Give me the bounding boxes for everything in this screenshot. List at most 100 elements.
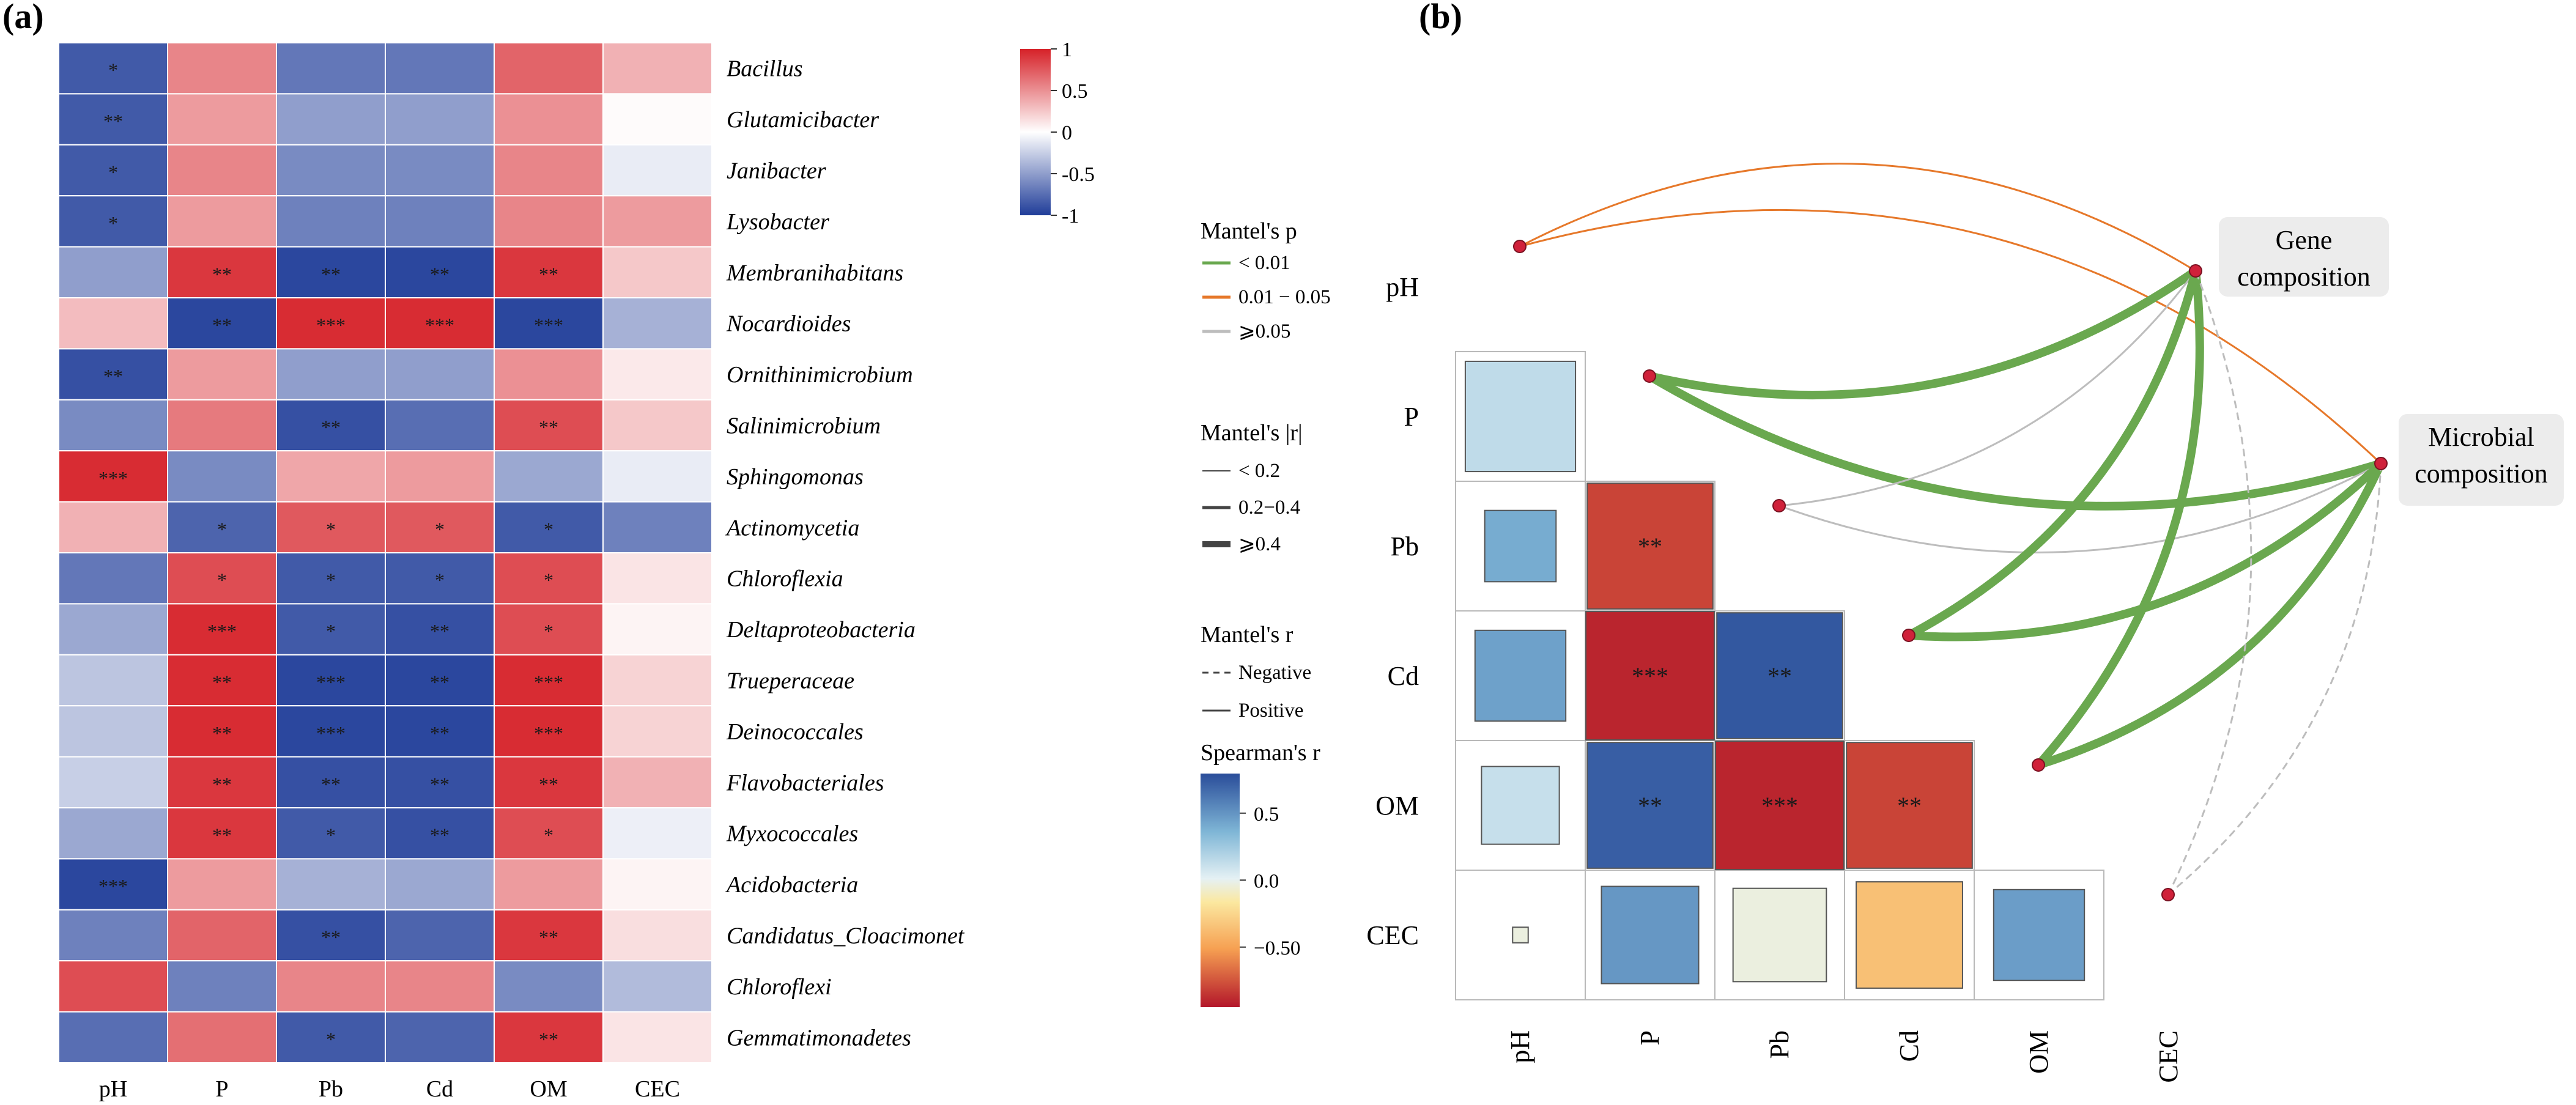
heatmap-cell <box>494 42 604 95</box>
heatmap-cell <box>494 93 604 146</box>
significance-mark: * <box>217 569 227 591</box>
significance-mark: ** <box>539 773 558 795</box>
significance-mark: ** <box>212 671 232 693</box>
significance-mark: ** <box>1638 533 1662 560</box>
heatmap-cell <box>276 399 386 452</box>
colorbar-a <box>1020 49 1051 215</box>
row-label: Lysobacter <box>726 209 829 235</box>
heatmap-cell <box>385 399 495 452</box>
heatmap-cell <box>276 552 386 605</box>
heatmap-cell <box>602 1011 712 1063</box>
heatmap-cell <box>494 195 604 248</box>
variable-node <box>1772 499 1786 512</box>
heatmap-cell <box>602 960 712 1013</box>
mantel-link <box>1778 462 2382 553</box>
heatmap-cell <box>602 348 712 401</box>
panel-b-label: (b) <box>1419 0 1462 36</box>
heatmap-a: * Bacillus** Glutamicibacter* Janibacter* Ly… <box>58 42 965 1102</box>
heatmap-cell <box>167 654 277 707</box>
bottom-axis-label: CEC <box>2153 1030 2183 1083</box>
heatmap-cell <box>58 552 168 605</box>
mantel-targets: Gene composition Microbial composition <box>2219 217 2564 506</box>
mantel-link <box>1904 267 2200 640</box>
spearman-colorbar <box>1201 774 1240 1007</box>
significance-mark: *** <box>534 722 563 744</box>
heatmap-cell <box>58 144 168 197</box>
correlation-square <box>1601 885 1700 985</box>
correlation-square <box>1715 741 1845 870</box>
heatmap-cell <box>167 348 277 401</box>
heatmap-cell <box>602 93 712 146</box>
legend-b: Mantel's p < 0.01 0.01 − 0.05 ⩾0.05 Mantel's… <box>1201 218 1331 959</box>
mantel-link <box>2167 462 2382 896</box>
heatmap-cell <box>494 144 604 197</box>
significance-mark: *** <box>316 671 346 693</box>
row-label: Salinimicrobium <box>727 413 881 439</box>
heatmap-cell <box>167 960 277 1013</box>
row-label: Chloroflexia <box>727 566 843 592</box>
heatmap-cell <box>602 807 712 860</box>
heatmap-cell <box>385 756 495 808</box>
grid-cell <box>1974 870 2104 1000</box>
bottom-axis-label: OM <box>2024 1030 2054 1074</box>
diagonal-label: OM <box>1375 791 1419 821</box>
target-label: Microbial <box>2428 422 2534 452</box>
significance-mark: *** <box>316 314 346 336</box>
correlation-square <box>1464 360 1577 473</box>
heatmap-cell <box>494 348 604 401</box>
significance-mark: ** <box>212 263 232 285</box>
legend-rabs-item: 0.2−0.4 <box>1238 497 1300 519</box>
heatmap-cell <box>385 1011 495 1063</box>
heatmap-cell <box>385 93 495 146</box>
column-label: Cd <box>426 1076 453 1102</box>
significance-mark: *** <box>425 314 454 336</box>
heatmap-cell <box>385 858 495 911</box>
target-label: composition <box>2415 459 2548 489</box>
significance-mark: * <box>108 161 118 183</box>
row-label: Chloroflexi <box>727 974 832 1000</box>
heatmap-cell <box>602 42 712 95</box>
significance-mark: ** <box>103 110 123 132</box>
significance-mark: *** <box>1632 662 1668 690</box>
column-label: Pb <box>319 1076 343 1102</box>
significance-mark: *** <box>316 722 346 744</box>
row-label: Bacillus <box>727 56 803 82</box>
heatmap-cell <box>602 552 712 605</box>
significance-mark: *** <box>207 620 237 642</box>
heatmap-cell <box>276 297 386 350</box>
diagonal-label: Pb <box>1391 531 1419 561</box>
heatmap-cell <box>385 144 495 197</box>
bottom-axis-label: pH <box>1505 1030 1535 1063</box>
legend-p-item: < 0.01 <box>1238 252 1290 274</box>
heatmap-cell <box>58 756 168 808</box>
heatmap-cell <box>58 246 168 299</box>
heatmap-cell <box>58 399 168 452</box>
significance-mark: *** <box>1761 792 1798 819</box>
row-label: Myxococcales <box>726 821 858 847</box>
heatmap-cell <box>494 603 604 656</box>
column-label: pH <box>99 1076 127 1102</box>
significance-mark: * <box>217 518 227 540</box>
significance-mark: ** <box>430 671 450 693</box>
legend-rsign-item: Positive <box>1238 700 1303 722</box>
significance-mark: ** <box>430 824 450 846</box>
heatmap-cell <box>602 297 712 350</box>
significance-mark: ** <box>539 263 558 285</box>
variable-node <box>2161 888 2175 901</box>
variable-node <box>1643 369 1656 383</box>
significance-mark: ** <box>103 365 123 387</box>
correlation-square <box>1586 742 1714 869</box>
significance-mark: ** <box>321 416 341 438</box>
mantel-link <box>2167 270 2252 896</box>
bottom-axis-label: Cd <box>1894 1030 1924 1062</box>
heatmap-cell <box>167 501 277 553</box>
heatmap-cell <box>494 1011 604 1063</box>
correlation-square <box>1846 742 1973 869</box>
heatmap-cell <box>602 858 712 911</box>
significance-mark: * <box>326 620 336 642</box>
heatmap-cell <box>58 705 168 758</box>
heatmap-cell <box>167 1011 277 1063</box>
heatmap-cell <box>385 501 495 553</box>
row-label: Actinomycetia <box>725 515 859 541</box>
significance-mark: ** <box>430 722 450 744</box>
